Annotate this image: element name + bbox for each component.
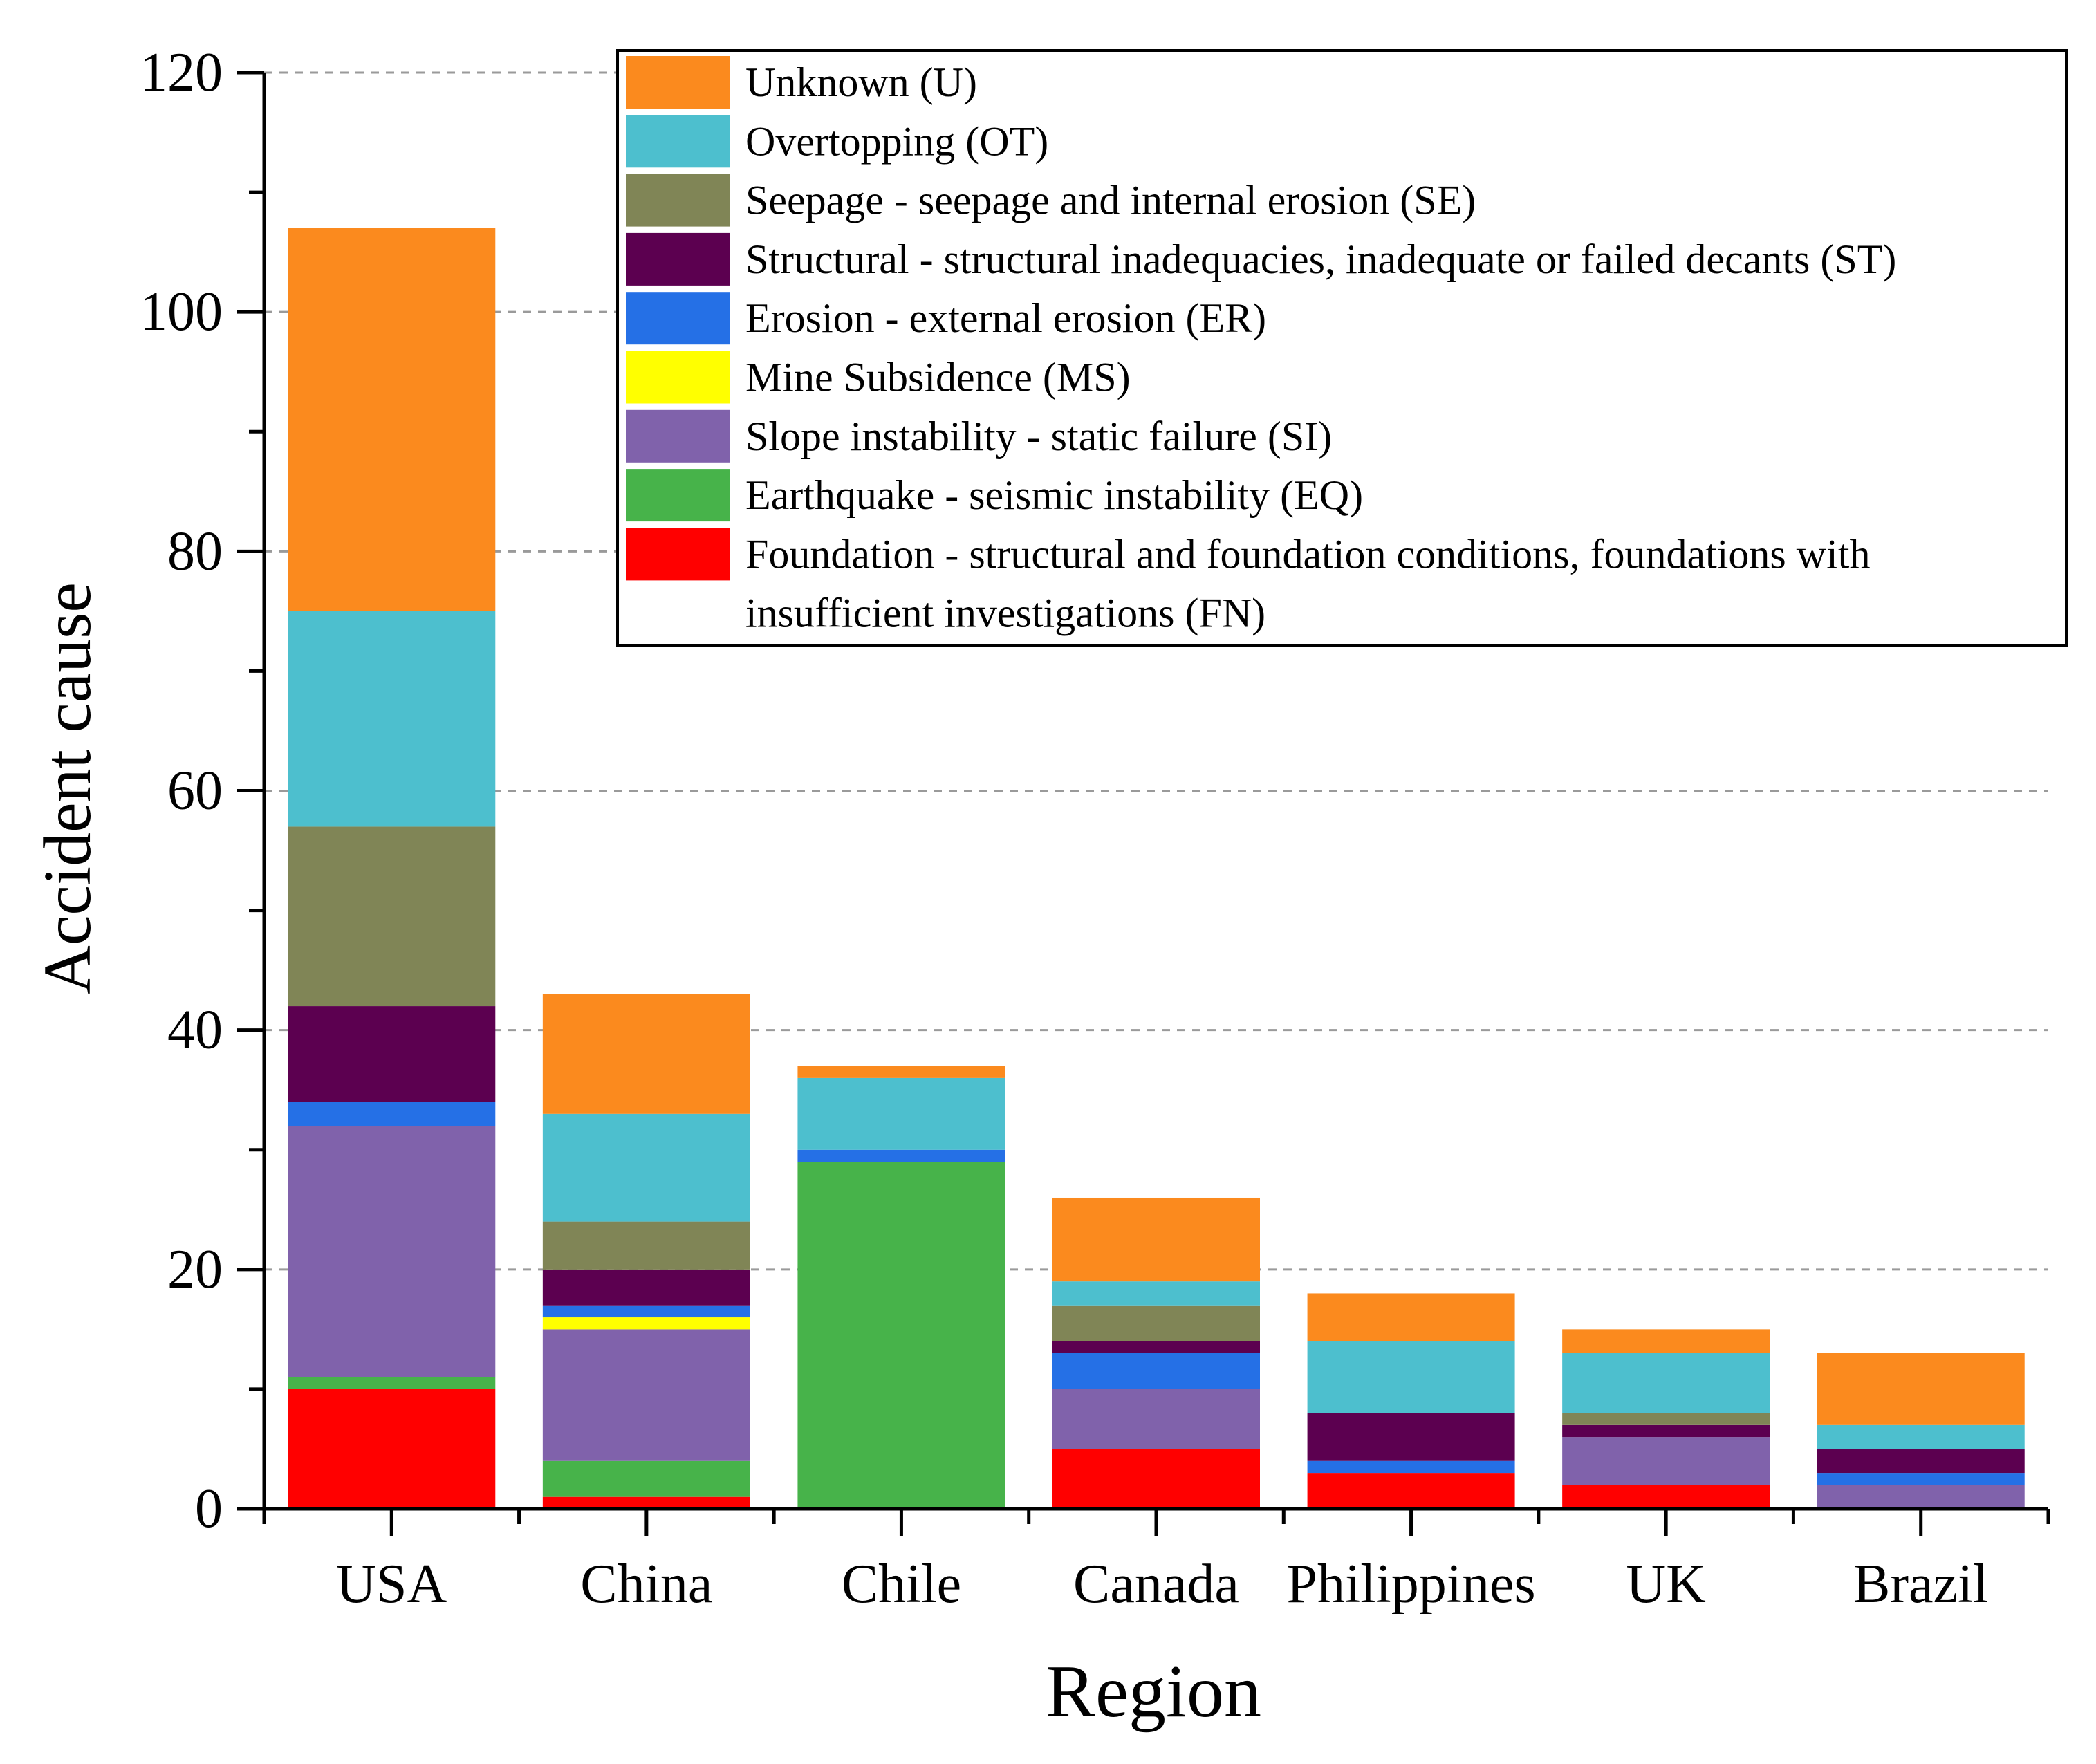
bar-usa-fn xyxy=(288,1389,496,1509)
legend-label-u: Unknown (U) xyxy=(745,59,977,105)
x-tick-label-canada: Canada xyxy=(1073,1554,1239,1615)
bar-uk-si xyxy=(1562,1437,1770,1485)
bar-brazil-ot xyxy=(1817,1424,2025,1449)
bar-usa-er xyxy=(288,1102,496,1126)
bar-china-ms xyxy=(542,1317,750,1330)
bar-chile-er xyxy=(797,1149,1005,1162)
bar-uk-st xyxy=(1562,1424,1770,1438)
x-tick-label-uk: UK xyxy=(1626,1554,1706,1615)
legend-label-ot: Overtopping (OT) xyxy=(745,118,1048,164)
bar-china-ot xyxy=(542,1113,750,1222)
y-tick-label-20: 20 xyxy=(167,1239,223,1300)
bar-chile-ot xyxy=(797,1077,1005,1150)
legend-box xyxy=(616,49,2068,647)
legend-label-er: Erosion - external erosion (ER) xyxy=(745,295,1266,341)
bar-brazil-si xyxy=(1817,1485,2025,1509)
axes: 0 20 40 60 80 100 120 USA China Chile Canada Philip… xyxy=(140,42,2050,1615)
bar-chile-u xyxy=(797,1066,1005,1078)
bar-canada-er xyxy=(1052,1353,1260,1389)
legend-swatch-fn xyxy=(626,528,730,581)
bar-philippines-ot xyxy=(1307,1341,1515,1413)
bar-china-eq xyxy=(542,1460,750,1497)
bar-canada-u xyxy=(1052,1197,1260,1282)
bar-usa-se xyxy=(288,826,496,1007)
legend-swatch-er xyxy=(626,292,730,345)
bar-uk-ot xyxy=(1562,1353,1770,1413)
bar-philippines-u xyxy=(1307,1293,1515,1341)
legend-label-se: Seepage - seepage and internal erosion (… xyxy=(745,178,1476,223)
bar-brazil-er xyxy=(1817,1473,2025,1485)
y-tick-label-80: 80 xyxy=(167,521,223,582)
legend: Unknown (U) Overtopping (OT) Seepage - see… xyxy=(616,49,2068,647)
bar-philippines-st xyxy=(1307,1413,1515,1461)
legend-swatch-se xyxy=(626,174,730,227)
bar-chile-eq xyxy=(797,1162,1005,1509)
bar-china-si xyxy=(542,1329,750,1461)
legend-swatch-si xyxy=(626,409,730,463)
y-tick-label-40: 40 xyxy=(167,1000,223,1061)
bar-philippines-fn xyxy=(1307,1473,1515,1509)
legend-label-ms: Mine Subsidence (MS) xyxy=(745,355,1131,400)
bar-usa-si xyxy=(288,1126,496,1377)
x-tick-label-china: China xyxy=(580,1554,712,1615)
bar-brazil-st xyxy=(1817,1449,2025,1474)
legend-swatch-u xyxy=(626,56,730,109)
bar-china-se xyxy=(542,1221,750,1270)
legend-label-eq: Earthquake - seismic instability (EQ) xyxy=(745,472,1363,518)
legend-swatch-ms xyxy=(626,351,730,404)
bar-uk-u xyxy=(1562,1329,1770,1353)
bar-usa-st xyxy=(288,1006,496,1102)
bar-canada-si xyxy=(1052,1389,1260,1449)
bar-uk-se xyxy=(1562,1413,1770,1425)
bar-canada-se xyxy=(1052,1305,1260,1341)
legend-label-si: Slope instability - static failure (SI) xyxy=(745,414,1332,459)
bars xyxy=(288,228,2025,1509)
legend-swatch-eq xyxy=(626,469,730,522)
legend-swatch-st xyxy=(626,232,730,286)
bar-china-u xyxy=(542,994,750,1114)
y-tick-label-0: 0 xyxy=(195,1478,223,1539)
bar-canada-st xyxy=(1052,1341,1260,1353)
legend-swatch-ot xyxy=(626,115,730,168)
bar-usa-eq xyxy=(288,1377,496,1389)
bar-brazil-u xyxy=(1817,1353,2025,1425)
bar-china-fn xyxy=(542,1496,750,1509)
y-axis-title: Accident cause xyxy=(30,582,105,994)
y-tick-label-100: 100 xyxy=(140,281,223,342)
bar-philippines-er xyxy=(1307,1460,1515,1474)
bar-china-er xyxy=(542,1305,750,1318)
bar-china-st xyxy=(542,1269,750,1306)
y-tick-label-120: 120 xyxy=(140,42,223,103)
y-tick-label-60: 60 xyxy=(167,761,223,821)
bar-uk-fn xyxy=(1562,1485,1770,1509)
x-tick-label-brazil: Brazil xyxy=(1853,1554,1988,1615)
x-tick-label-philippines: Philippines xyxy=(1287,1554,1536,1615)
bar-canada-ot xyxy=(1052,1281,1260,1306)
x-tick-label-chile: Chile xyxy=(842,1554,961,1615)
bar-canada-fn xyxy=(1052,1449,1260,1509)
x-axis-title: Region xyxy=(1046,1651,1261,1733)
x-tick-label-usa: USA xyxy=(336,1554,447,1615)
bar-usa-u xyxy=(288,228,496,611)
bar-usa-ot xyxy=(288,611,496,827)
legend-label-fn: Foundation - structural and foundation c… xyxy=(745,531,1870,635)
legend-label-st: Structural - structural inadequacies, in… xyxy=(745,236,1896,282)
